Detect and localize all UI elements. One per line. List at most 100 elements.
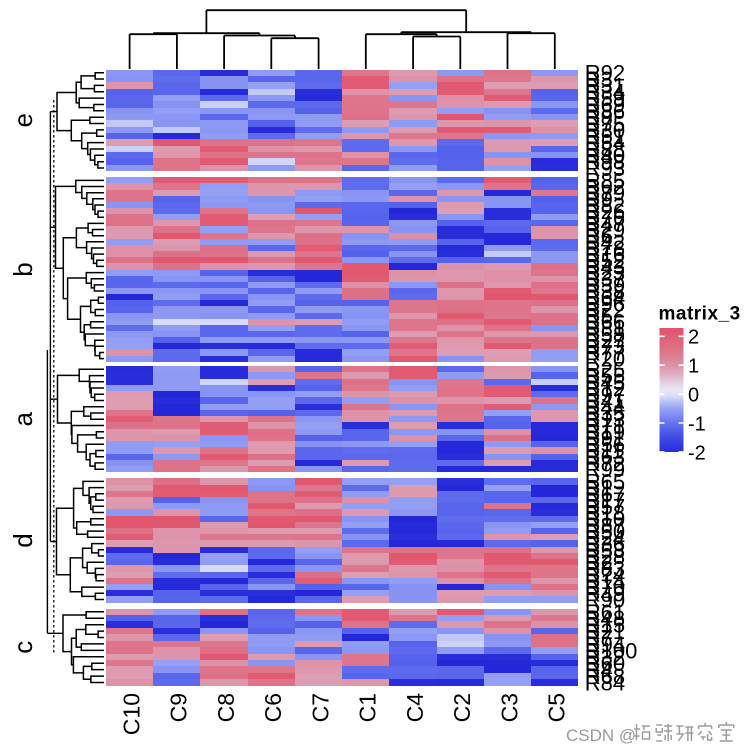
svg-text:R61: R61 bbox=[585, 600, 625, 625]
svg-text:R71: R71 bbox=[585, 414, 625, 439]
svg-text:R37: R37 bbox=[585, 267, 625, 292]
svg-text:1: 1 bbox=[688, 356, 699, 378]
svg-text:R40: R40 bbox=[585, 143, 625, 168]
svg-text:R36: R36 bbox=[585, 532, 625, 557]
svg-text:R43: R43 bbox=[585, 254, 625, 279]
svg-text:R5: R5 bbox=[585, 304, 613, 329]
svg-text:R41: R41 bbox=[585, 389, 625, 414]
svg-text:R73: R73 bbox=[585, 334, 625, 359]
svg-text:R62: R62 bbox=[585, 175, 625, 200]
svg-text:R18: R18 bbox=[585, 501, 625, 526]
svg-text:R66: R66 bbox=[585, 310, 625, 335]
svg-text:R82: R82 bbox=[585, 193, 625, 218]
svg-text:R45: R45 bbox=[585, 370, 625, 395]
svg-text:R49: R49 bbox=[585, 581, 625, 606]
svg-text:matrix_3: matrix_3 bbox=[659, 304, 741, 325]
svg-text:R86: R86 bbox=[585, 99, 625, 124]
svg-text:R34: R34 bbox=[585, 80, 625, 105]
svg-text:C8: C8 bbox=[213, 693, 239, 722]
svg-text:R6: R6 bbox=[585, 224, 613, 249]
svg-text:R98: R98 bbox=[585, 150, 625, 175]
svg-text:R60: R60 bbox=[585, 651, 625, 676]
svg-text:R59: R59 bbox=[585, 86, 625, 111]
svg-text:C6: C6 bbox=[260, 693, 286, 722]
svg-text:R77: R77 bbox=[585, 341, 625, 366]
svg-text:R56: R56 bbox=[585, 432, 625, 457]
svg-text:R29: R29 bbox=[585, 218, 625, 243]
svg-text:a: a bbox=[8, 411, 38, 426]
svg-text:R38: R38 bbox=[585, 279, 625, 304]
svg-text:R63: R63 bbox=[585, 445, 625, 470]
svg-text:R11: R11 bbox=[585, 439, 624, 464]
svg-text:R76: R76 bbox=[585, 205, 625, 230]
svg-text:R35: R35 bbox=[585, 401, 625, 426]
svg-text:R97: R97 bbox=[585, 382, 625, 407]
svg-text:C5: C5 bbox=[544, 693, 570, 722]
svg-text:R94: R94 bbox=[585, 632, 625, 657]
svg-text:0: 0 bbox=[688, 385, 699, 407]
svg-text:R26: R26 bbox=[585, 199, 625, 224]
svg-text:R78: R78 bbox=[585, 236, 625, 261]
svg-text:R7: R7 bbox=[585, 626, 613, 651]
svg-text:C10: C10 bbox=[118, 693, 144, 735]
svg-text:R55: R55 bbox=[585, 364, 625, 389]
svg-text:R14: R14 bbox=[585, 569, 625, 594]
svg-text:R52: R52 bbox=[585, 248, 625, 273]
svg-text:R96: R96 bbox=[585, 291, 625, 316]
svg-text:R16: R16 bbox=[585, 242, 625, 267]
svg-text:R99: R99 bbox=[585, 457, 625, 482]
svg-text:R22: R22 bbox=[585, 298, 625, 323]
svg-text:R64: R64 bbox=[585, 285, 625, 310]
svg-text:C2: C2 bbox=[449, 693, 475, 722]
svg-text:R47: R47 bbox=[585, 211, 625, 236]
svg-text:R25: R25 bbox=[585, 357, 625, 382]
svg-text:c: c bbox=[8, 641, 38, 654]
svg-text:R42: R42 bbox=[585, 230, 625, 255]
svg-text:R9: R9 bbox=[585, 187, 613, 212]
svg-text:-1: -1 bbox=[688, 413, 706, 435]
svg-text:R30: R30 bbox=[585, 118, 625, 143]
svg-text:C1: C1 bbox=[355, 693, 381, 722]
svg-text:C7: C7 bbox=[307, 693, 333, 722]
svg-text:R87: R87 bbox=[585, 513, 625, 538]
svg-text:R84: R84 bbox=[585, 671, 625, 696]
svg-text:e: e bbox=[8, 113, 38, 127]
svg-text:R4: R4 bbox=[585, 658, 613, 683]
svg-text:R12: R12 bbox=[585, 376, 625, 401]
svg-text:C4: C4 bbox=[402, 693, 428, 723]
svg-text:R75: R75 bbox=[585, 112, 625, 137]
svg-text:C9: C9 bbox=[166, 693, 192, 722]
svg-text:R13: R13 bbox=[585, 407, 625, 432]
svg-text:R19: R19 bbox=[585, 420, 625, 445]
svg-text:2: 2 bbox=[688, 327, 699, 349]
svg-text:R58: R58 bbox=[585, 322, 625, 347]
svg-text:R53: R53 bbox=[585, 538, 625, 563]
svg-text:R88: R88 bbox=[585, 137, 625, 162]
svg-text:R72: R72 bbox=[585, 451, 625, 476]
svg-text:R50: R50 bbox=[585, 519, 625, 544]
svg-text:R85: R85 bbox=[585, 168, 625, 193]
svg-text:R17: R17 bbox=[585, 488, 625, 513]
svg-text:R28: R28 bbox=[585, 544, 625, 569]
svg-text:R65: R65 bbox=[585, 469, 625, 494]
svg-text:b: b bbox=[8, 262, 38, 276]
svg-text:R70: R70 bbox=[585, 575, 625, 600]
svg-text:R21: R21 bbox=[585, 619, 625, 644]
svg-text:R68: R68 bbox=[585, 664, 625, 689]
svg-text:R44: R44 bbox=[585, 395, 625, 420]
svg-text:R67: R67 bbox=[585, 482, 625, 507]
svg-text:R51: R51 bbox=[585, 124, 625, 149]
svg-text:R57: R57 bbox=[585, 494, 625, 519]
svg-text:R48: R48 bbox=[585, 606, 625, 631]
svg-text:R100: R100 bbox=[585, 638, 638, 663]
svg-text:R69: R69 bbox=[585, 93, 625, 118]
svg-text:R10: R10 bbox=[585, 507, 625, 532]
svg-text:-2: -2 bbox=[688, 442, 706, 464]
svg-text:R15: R15 bbox=[585, 613, 625, 638]
svg-text:R90: R90 bbox=[585, 588, 625, 613]
svg-text:R93: R93 bbox=[585, 156, 625, 181]
svg-text:R27: R27 bbox=[585, 328, 625, 353]
svg-text:R32: R32 bbox=[585, 645, 625, 670]
svg-text:R31: R31 bbox=[585, 73, 625, 98]
svg-text:R74: R74 bbox=[585, 563, 625, 588]
